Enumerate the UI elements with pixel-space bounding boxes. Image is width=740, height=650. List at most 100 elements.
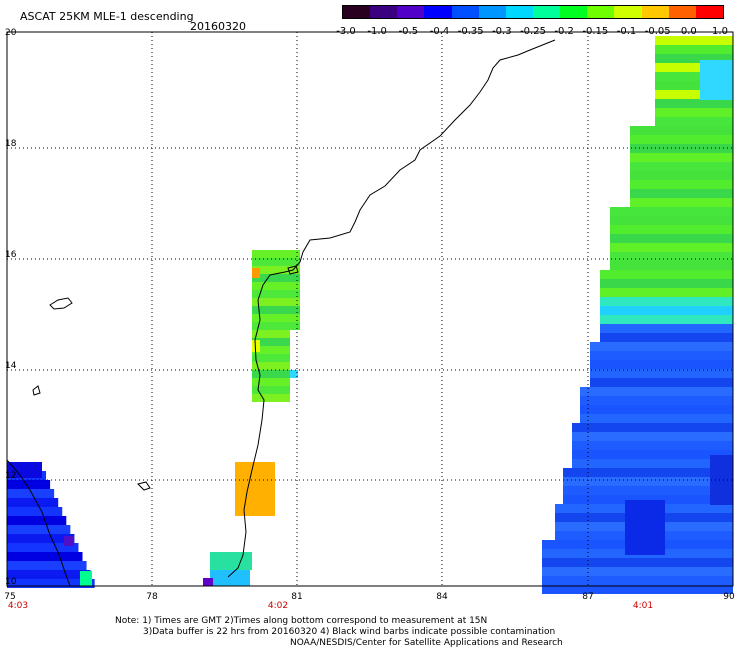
colorbar-swatch [397, 6, 425, 18]
left-swath-band [7, 498, 59, 507]
middle-swath-orange-block [235, 462, 275, 516]
right-swath-band [563, 468, 733, 477]
right-swath-band [655, 63, 733, 72]
colorbar-swatch [695, 6, 723, 18]
middle-swath-band [252, 282, 300, 290]
middle-swath-band [252, 354, 290, 362]
sri-lanka-island [49, 297, 73, 310]
note-line-1: Note: 1) Times are GMT 2)Times along bot… [115, 616, 488, 626]
middle-swath-band [252, 394, 290, 402]
right-swath-low-cell [625, 500, 665, 555]
right-swath-band [600, 297, 733, 306]
product-title: ASCAT 25KM MLE-1 descending [20, 10, 194, 23]
right-swath-band [630, 171, 733, 180]
right-swath-band [563, 486, 733, 495]
longitude-label: 87 [582, 592, 593, 602]
colorbar-swatch [614, 6, 642, 18]
indian-east-coastline [227, 39, 556, 578]
right-swath-band [655, 45, 733, 54]
colorbar-swatch [343, 6, 371, 18]
bottom-swath-band [210, 552, 252, 570]
right-swath-band [580, 387, 733, 396]
right-swath-low-cell [710, 455, 733, 505]
right-swath-band [610, 207, 733, 216]
left-swath-band [7, 570, 91, 579]
middle-swath-band [252, 322, 300, 330]
colorbar-swatch [424, 6, 452, 18]
colorbar-swatch [641, 6, 669, 18]
middle-swath-band [252, 378, 290, 386]
right-swath-band [590, 360, 733, 369]
longitude-label: 75 [4, 592, 15, 602]
right-swath-band [610, 252, 733, 261]
wind-data-swaths [7, 36, 733, 594]
middle-swath-band [252, 362, 290, 370]
right-swath-band [600, 279, 733, 288]
right-swath-band [630, 198, 733, 207]
middle-swath-yellow-cell [252, 340, 260, 352]
right-swath-band [610, 243, 733, 252]
colorbar-swatch [668, 6, 696, 18]
right-swath-band [590, 378, 733, 387]
right-swath-band [600, 324, 733, 333]
longitude-label: 84 [436, 592, 448, 602]
right-swath-band [630, 180, 733, 189]
longitude-labels: 75 78 81 84 87 90 [4, 592, 735, 602]
left-swath-band [7, 561, 87, 570]
left-swath-band [7, 552, 83, 561]
colorbar-swatch [505, 6, 533, 18]
right-swath-band [572, 450, 733, 459]
left-swath-band [7, 489, 55, 498]
middle-swath-band [252, 370, 290, 378]
right-swath-band [630, 144, 733, 153]
longitude-label: 81 [291, 592, 302, 602]
longitude-label: 78 [146, 592, 158, 602]
right-swath-band [580, 396, 733, 405]
right-swath-band [600, 306, 733, 315]
middle-swath-band [252, 386, 290, 394]
right-swath-band [655, 81, 733, 90]
bottom-swath-band [210, 570, 250, 586]
note-line-3: NOAA/NESDIS/Center for Satellite Applica… [290, 638, 563, 648]
right-swath-band [600, 270, 733, 279]
right-swath-band [610, 225, 733, 234]
time-label-left: 4:03 [7, 601, 29, 611]
right-swath-band [610, 216, 733, 225]
colorbar-swatch [451, 6, 479, 18]
right-swath-band [630, 189, 733, 198]
latitude-label: 20 [5, 28, 17, 38]
right-swath-band [590, 342, 733, 351]
middle-swath-band [252, 258, 300, 266]
middle-swath-cyan-cell [290, 370, 298, 378]
right-swath-band [610, 234, 733, 243]
right-swath-band [655, 54, 733, 63]
latitude-label: 16 [5, 250, 17, 260]
latitude-label: 14 [5, 361, 17, 371]
coastline [6, 39, 556, 587]
right-swath-cyan-cell [700, 60, 733, 100]
colorbar-swatch [560, 6, 588, 18]
right-swath-band [655, 108, 733, 117]
right-swath-band [542, 567, 733, 576]
right-swath-band [542, 585, 733, 594]
right-swath-band [572, 441, 733, 450]
right-swath-band [610, 261, 733, 270]
right-swath-band [542, 576, 733, 585]
lat-lon-grid [7, 32, 733, 586]
right-swath-band [630, 135, 733, 144]
right-swath-band [563, 495, 733, 504]
latitude-label: 10 [5, 577, 17, 587]
middle-swath-band [252, 314, 300, 322]
delta-island [287, 265, 299, 275]
product-date: 20160320 [190, 20, 246, 33]
right-swath-band [655, 99, 733, 108]
middle-swath-band [252, 338, 290, 346]
middle-swath-band [252, 266, 300, 274]
middle-swath-band [252, 274, 300, 282]
southern-coastline-left [6, 459, 71, 587]
time-label-middle: 4:02 [267, 601, 289, 611]
longitude-label: 90 [723, 592, 735, 602]
right-swath-band [655, 36, 733, 45]
colorbar-swatch [478, 6, 506, 18]
